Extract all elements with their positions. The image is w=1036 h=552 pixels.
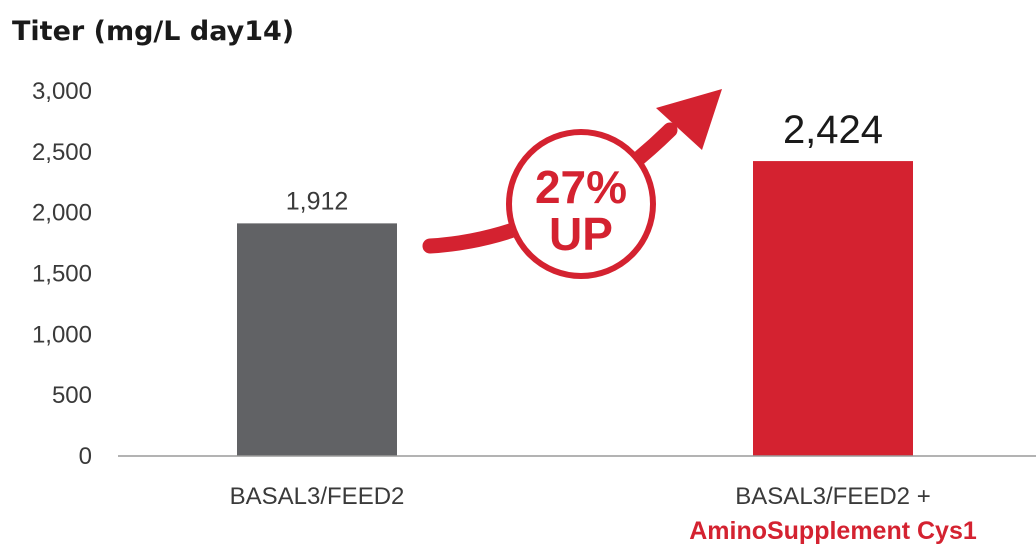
y-tick-label: 500 [52, 382, 92, 409]
category-label-highlight: AminoSupplement Cys1 [689, 517, 977, 545]
y-tick-label: 1,500 [32, 261, 92, 288]
bars: 1,912 2,424 [237, 108, 913, 456]
y-axis-ticks: 0 500 1,000 1,500 2,000 2,500 3,000 [32, 78, 92, 470]
badge-circle [506, 129, 656, 279]
badge-up: UP [549, 208, 613, 260]
y-tick-label: 2,000 [32, 200, 92, 227]
y-tick-label: 3,000 [32, 78, 92, 105]
y-tick-label: 2,500 [32, 139, 92, 166]
chart-title: Titer (mg/L day14) [12, 16, 294, 47]
arrow-head [656, 89, 722, 150]
y-tick-label: 0 [79, 443, 92, 470]
increase-badge: 27% UP [506, 129, 656, 279]
badge-percent: 27% [535, 161, 627, 213]
category-label: BASAL3/FEED2 [230, 483, 405, 510]
y-tick-label: 1,000 [32, 321, 92, 348]
category-label: BASAL3/FEED2 + [735, 483, 930, 510]
x-axis-categories: BASAL3/FEED2 BASAL3/FEED2 + AminoSupplemen… [230, 483, 977, 545]
bar-value-label: 1,912 [286, 187, 349, 215]
bar [237, 223, 397, 456]
bar [753, 161, 913, 456]
bar-value-label: 2,424 [783, 108, 883, 152]
